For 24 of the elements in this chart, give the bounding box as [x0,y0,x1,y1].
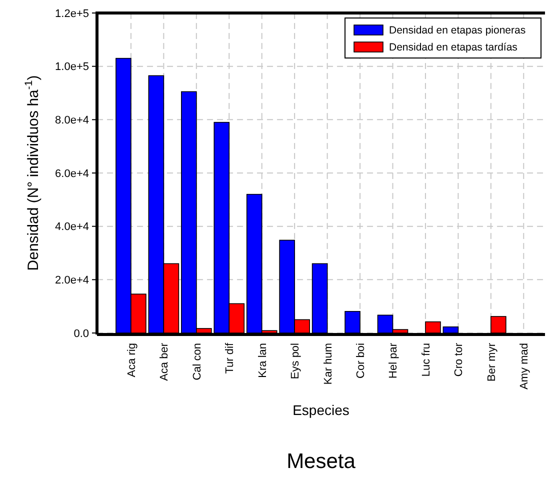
x-tick-label: Tur dif [224,342,236,374]
legend-label: Densidad en etapas pioneras [389,24,526,37]
x-tick-label: Kra lan [256,343,269,378]
x-tick-label: Kar hum [322,343,334,385]
x-tick-label: Cal con [191,343,204,380]
x-tick-label: Cro tor [453,342,466,377]
y-tick-label: 8.0e+4 [55,114,89,127]
y-tick-label: 0.0 [74,328,89,340]
x-tick-label: Luc fru [420,343,432,377]
y-tick-label: 1.0e+5 [55,61,89,74]
x-tick-label: Hel par [388,342,400,378]
x-tick-label: Eys pol [290,343,302,380]
y-tick-label: 4.0e+4 [55,221,89,234]
y-tick-label: 2.0e+4 [55,274,89,287]
x-tick-label: Amy mad [518,343,531,390]
x-tick-label: Aca ber [158,342,171,381]
x-tick-label: Cor boi [355,343,368,378]
y-tick-label: 1.2e+5 [55,8,89,20]
x-tick-label: Ber myr [486,342,498,382]
x-axis-title: Especies [292,402,350,418]
legend-label: Densidad en etapas tardías [389,42,518,54]
x-tick-label: Aca rig [126,343,138,378]
text: Meseta [286,450,356,473]
y-tick-label: 6.0e+4 [55,168,89,180]
